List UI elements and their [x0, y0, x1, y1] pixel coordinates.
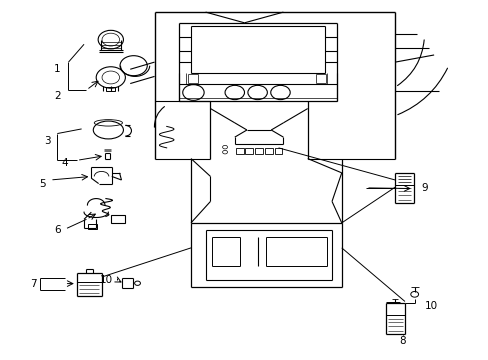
- Bar: [264, 148, 272, 154]
- Text: 8: 8: [398, 337, 405, 346]
- Text: 5: 5: [40, 179, 46, 189]
- Text: 10: 10: [99, 275, 112, 285]
- Bar: [274, 148, 282, 154]
- Bar: [255, 148, 263, 154]
- Bar: [106, 87, 115, 91]
- Bar: [88, 224, 97, 229]
- Text: 2: 2: [54, 91, 61, 101]
- Text: 1: 1: [54, 64, 61, 74]
- Bar: [245, 148, 253, 154]
- Text: 3: 3: [44, 136, 51, 146]
- Bar: [235, 148, 243, 154]
- Text: 7: 7: [30, 279, 36, 289]
- Bar: [111, 215, 125, 223]
- Text: 9: 9: [420, 183, 427, 193]
- Text: 10: 10: [424, 301, 437, 311]
- Text: 4: 4: [61, 158, 68, 168]
- Text: 6: 6: [54, 225, 61, 235]
